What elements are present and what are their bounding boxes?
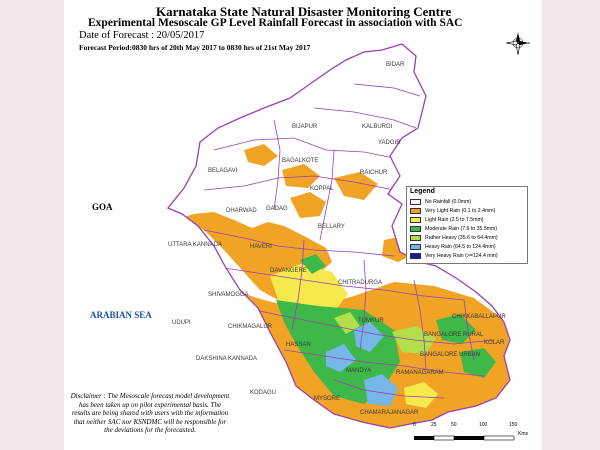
- district-label: KODAGU: [250, 390, 277, 396]
- district-label: KOPPAL: [310, 186, 334, 192]
- legend-item: Light Rain (2.5 to 7.5mm): [410, 216, 484, 224]
- district-label: BANGALORE URBAN: [420, 352, 481, 358]
- legend-swatch: [410, 199, 421, 205]
- disclaimer-text: Disclaimer : The Mesoscale forecast mode…: [70, 392, 230, 434]
- forecast-period: Forecast Period:0830 hrs of 20th May 201…: [79, 43, 311, 52]
- district-label: TUMKUR: [358, 318, 384, 324]
- district-label: YADGIR: [378, 140, 401, 146]
- district-label: DHARWAD: [226, 208, 257, 214]
- scale-tick: 25: [431, 422, 437, 428]
- compass-north: N: [517, 32, 519, 36]
- legend-label: Very Light Rain (0.1 to 2.4mm): [425, 208, 496, 214]
- legend-swatch: [410, 226, 421, 232]
- district-label: BANGALORE RURAL: [424, 332, 484, 338]
- compass-south: S: [517, 52, 519, 56]
- district-label: UDUPI: [172, 320, 191, 326]
- district-label: KALBURGI: [362, 124, 393, 130]
- compass-rose-icon: N S E W: [506, 32, 530, 56]
- scale-tick: 150: [509, 422, 518, 428]
- district-label: DAKSHINA KANNADA: [196, 356, 258, 362]
- district-label: HASSAN: [286, 342, 311, 348]
- legend-label: No Rainfall (0.0mm): [425, 199, 472, 205]
- district-label: GADAG: [266, 206, 288, 212]
- legend: Legend No Rainfall (0.0mm) Very Light Ra…: [406, 186, 528, 264]
- district-label: CHIKKABALLAPUR: [452, 314, 506, 320]
- legend-swatch: [410, 208, 421, 214]
- legend-item: Very Heavy Rain (>=124.4 mm): [410, 252, 498, 260]
- district-label: CHITRADURGA: [338, 280, 383, 286]
- district-label: KOLAR: [484, 340, 505, 346]
- scale-tick: 100: [479, 422, 488, 428]
- legend-item: Rather Heavy (35.6 to 64.4mm): [410, 234, 498, 242]
- legend-swatch: [410, 253, 421, 259]
- district-label: MANDYA: [346, 368, 372, 374]
- scale-bar: 0 25 50 100 150 Kms: [413, 422, 534, 447]
- scale-tick: 50: [451, 422, 457, 428]
- legend-swatch: [410, 244, 421, 250]
- compass-west: W: [506, 41, 509, 45]
- scale-bar-graphic: [414, 435, 515, 441]
- legend-item: No Rainfall (0.0mm): [410, 198, 471, 206]
- district-label: CHIKMAGALUR: [228, 324, 273, 330]
- page-subtitle: Experimental Mesoscale GP Level Rainfall…: [88, 17, 463, 29]
- forecast-date: Date of Forecast : 20/05/2017: [79, 30, 205, 41]
- legend-label: Very Heavy Rain (>=124.4 mm): [425, 253, 498, 259]
- sea-label: ARABIAN SEA: [90, 310, 152, 320]
- legend-label: Moderate Rain (7.6 to 35.5mm): [425, 226, 498, 232]
- compass-east: E: [528, 41, 530, 45]
- district-label: BAGALKOTE: [282, 158, 319, 164]
- legend-label: Light Rain (2.5 to 7.5mm): [425, 217, 484, 223]
- legend-label: Rather Heavy (35.6 to 64.4mm): [425, 235, 498, 241]
- district-label: BIDAR: [386, 62, 405, 68]
- legend-item: Very Light Rain (0.1 to 2.4mm): [410, 207, 495, 215]
- district-label: BIJAPUR: [292, 124, 318, 130]
- legend-item: Heavy Rain (64.5 to 124.4mm): [410, 243, 496, 251]
- district-label: MYSORE: [314, 396, 341, 402]
- district-label: UTTARA KANNADA: [168, 242, 222, 248]
- legend-item: Moderate Rain (7.6 to 35.5mm): [410, 225, 497, 233]
- legend-label: Heavy Rain (64.5 to 124.4mm): [425, 244, 496, 250]
- district-label: RAICHUR: [360, 170, 388, 176]
- district-label: RAMANAGARAM: [396, 370, 444, 376]
- district-label: BELAGAVI: [208, 168, 238, 174]
- goa-label: GOA: [92, 202, 113, 212]
- district-label: SHIVAMOGGA: [208, 292, 249, 298]
- legend-swatch: [410, 217, 421, 223]
- page-title: Karnataka State Natural Disaster Monitor…: [156, 4, 452, 19]
- scale-unit: Kms: [518, 431, 528, 437]
- legend-title: Legend: [410, 188, 435, 195]
- district-label: CHAMARAJANAGAR: [360, 410, 419, 416]
- district-label: DAVANGERE: [270, 268, 307, 274]
- district-label: BELLARY: [318, 224, 345, 230]
- legend-swatch: [410, 235, 421, 241]
- map-frame: Karnataka State Natural Disaster Monitor…: [64, 0, 542, 450]
- district-label: HAVERI: [250, 244, 272, 250]
- scale-tick: 0: [413, 422, 416, 428]
